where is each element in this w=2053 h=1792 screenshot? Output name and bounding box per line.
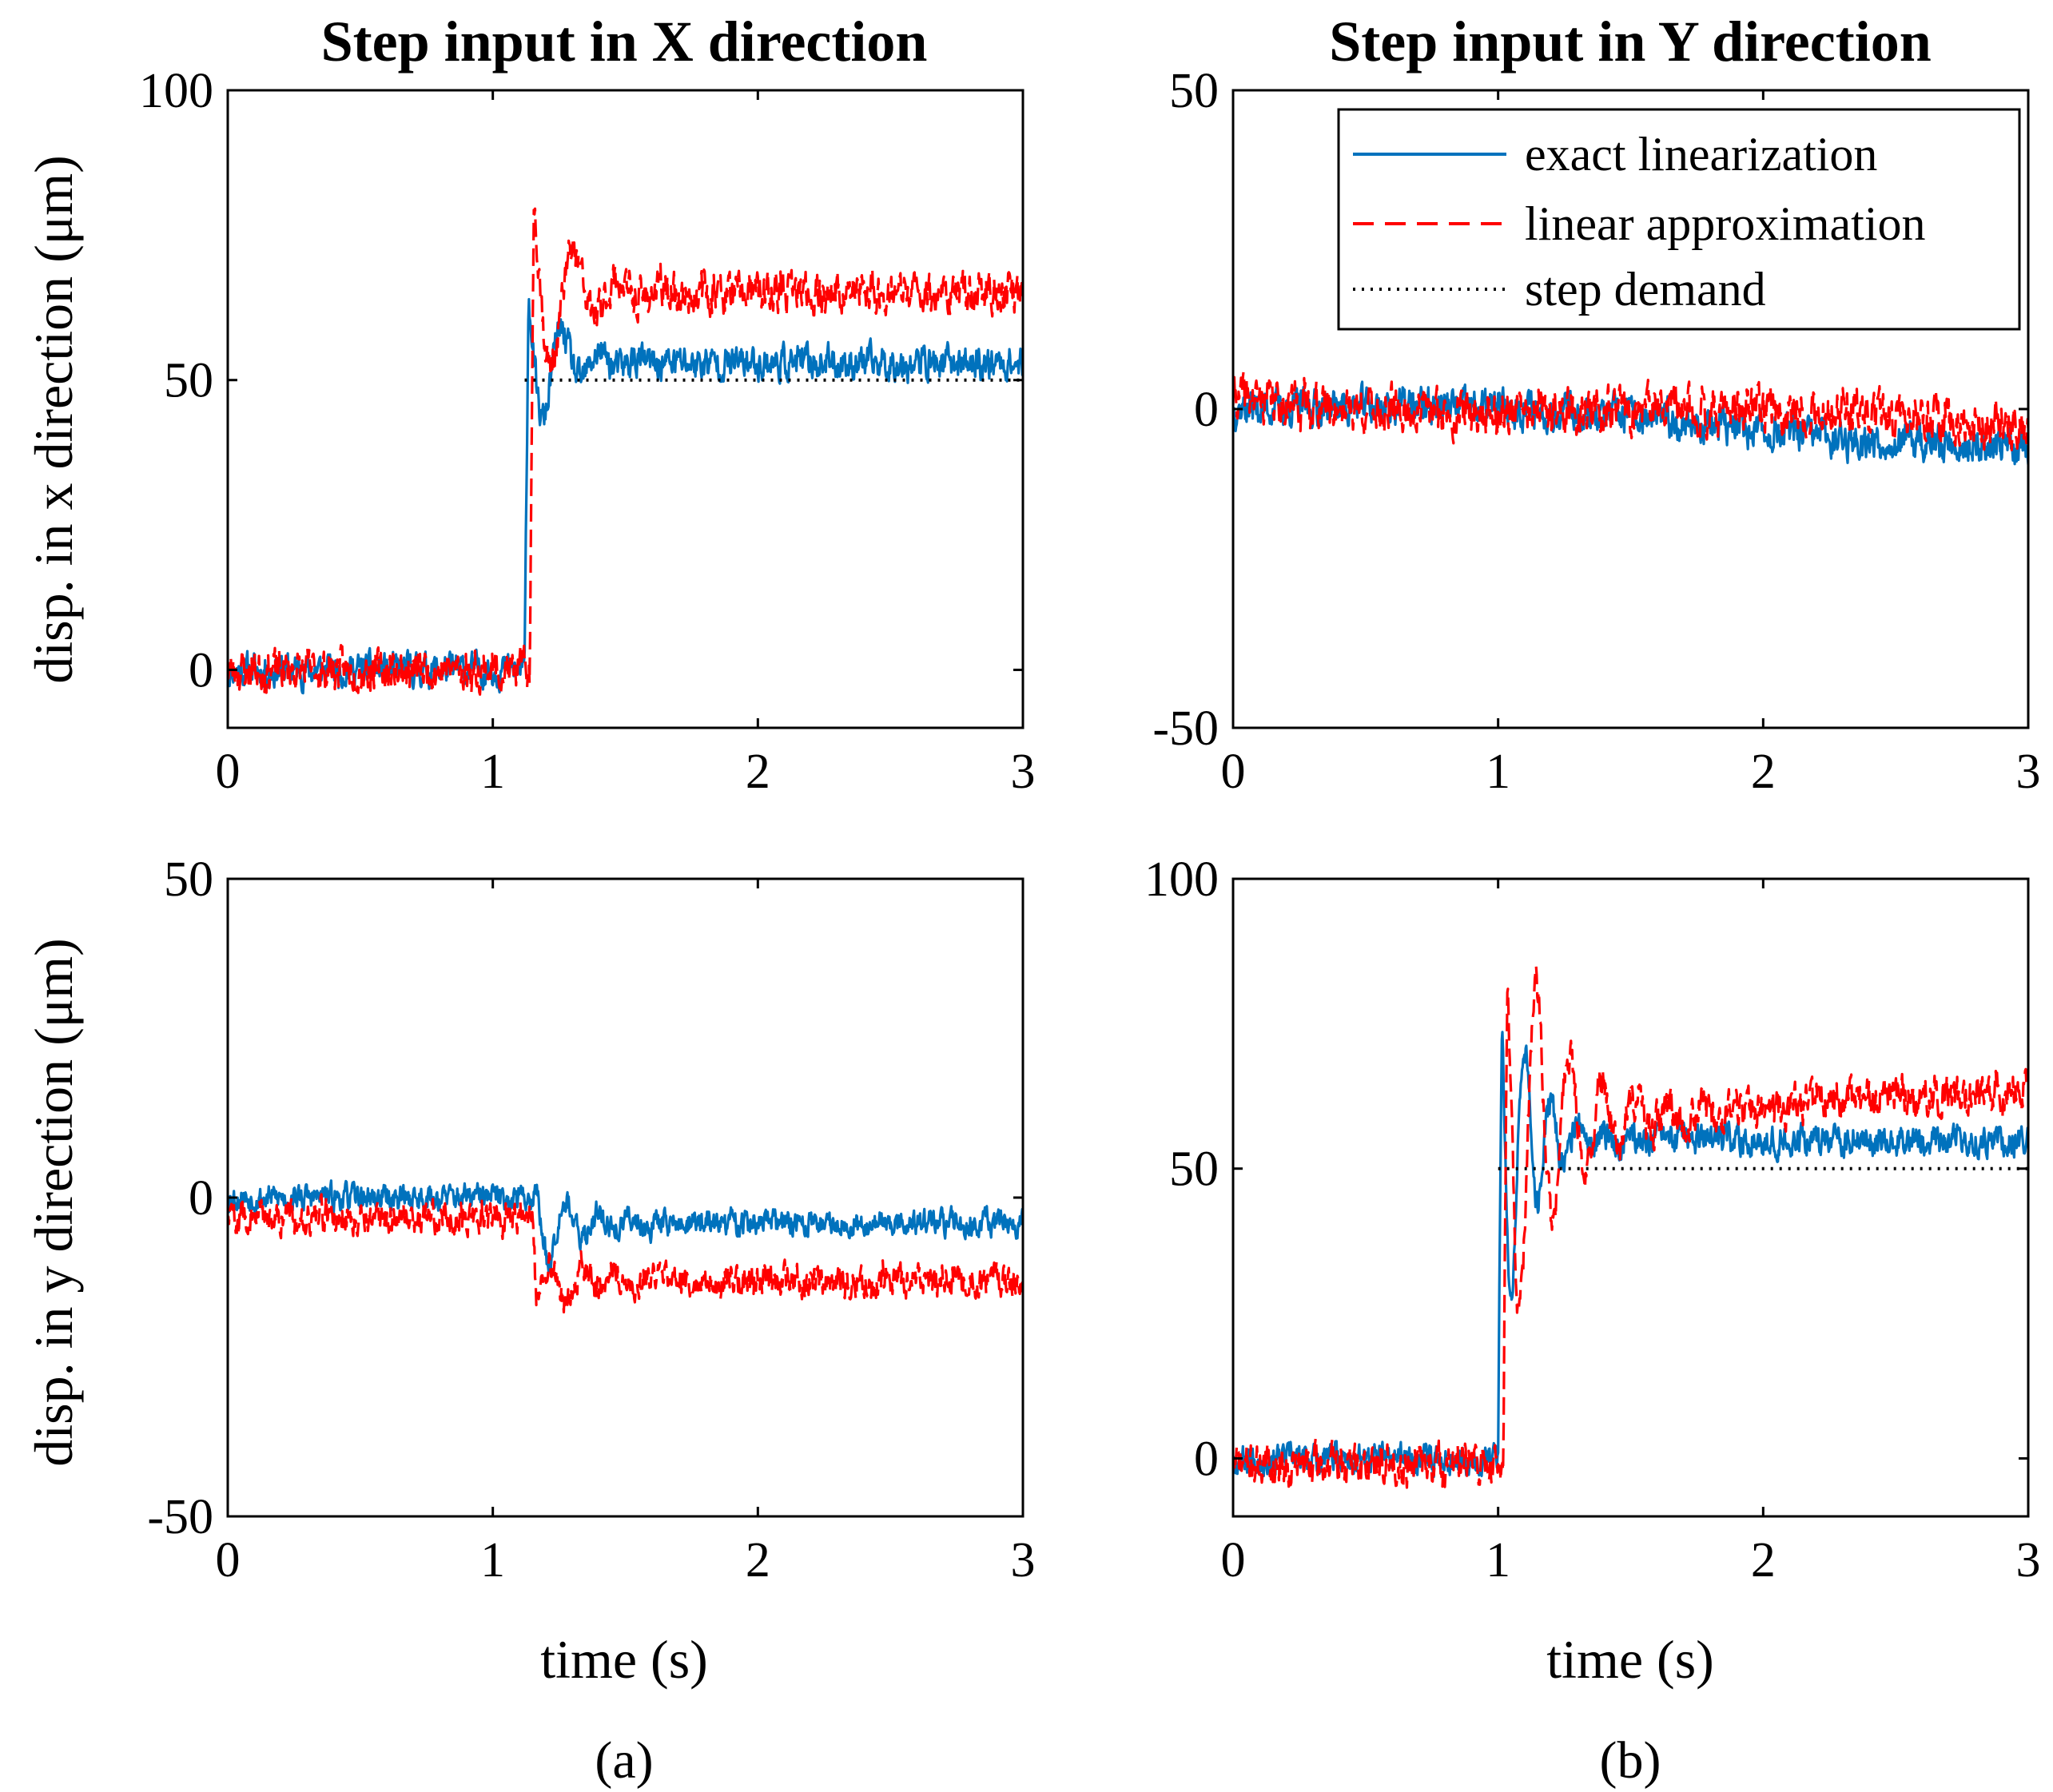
axes-frame-a_top <box>226 89 1025 729</box>
caption-b: (b) <box>1600 1731 1661 1790</box>
panel-b-bottom-xlabel: time (s) <box>1546 1629 1714 1690</box>
x-tick-label-b_top-0: 0 <box>1221 745 1246 799</box>
y-tick-label-a_bottom-1: 0 <box>189 1171 213 1226</box>
panel-b-bottom: 0 1 2 3 0 50 100 time (s) <box>1144 852 2041 1690</box>
y-tick-label-b_top-2: 50 <box>1169 64 1219 118</box>
x-tick-label-b_top-3: 3 <box>2016 745 2041 799</box>
x-tick-label-a_bottom-2: 2 <box>746 1533 770 1587</box>
y-tick-label-a_top-1: 50 <box>164 354 213 408</box>
series-linear-approximation-a_bottom <box>228 1193 1023 1313</box>
series-exact-linearization-b_top <box>1233 380 2028 466</box>
x-tick-label-a_top-1: 1 <box>480 745 505 799</box>
panel-a-top-ylabel: disp. in x direction (μm) <box>23 155 84 684</box>
x-tick-label-b_top-1: 1 <box>1486 745 1510 799</box>
x-tick-label-b_bottom-2: 2 <box>1751 1533 1776 1587</box>
x-tick-label-a_top-3: 3 <box>1011 745 1036 799</box>
panel-a-title: Step input in X direction <box>321 10 928 74</box>
panel-b-title: Step input in Y direction <box>1329 10 1931 74</box>
caption-a: (a) <box>595 1731 653 1790</box>
x-tick-label-a_bottom-0: 0 <box>216 1533 241 1587</box>
x-tick-label-b_bottom-0: 0 <box>1221 1533 1246 1587</box>
panel-a-top: Step input in X direction disp. in x dir… <box>23 10 1036 799</box>
y-tick-label-a_top-0: 0 <box>189 643 213 697</box>
y-tick-label-b_bottom-0: 0 <box>1194 1432 1219 1486</box>
y-tick-label-b_top-0: -50 <box>1152 701 1219 756</box>
x-tick-label-a_top-0: 0 <box>216 745 241 799</box>
y-tick-label-b_top-1: 0 <box>1194 383 1219 437</box>
x-tick-label-b_bottom-1: 1 <box>1486 1533 1510 1587</box>
plot-area-b-bottom: 0 1 2 3 0 50 100 <box>1144 852 2041 1587</box>
series-exact-linearization-b_bottom <box>1233 1031 2028 1479</box>
x-tick-label-a_bottom-1: 1 <box>480 1533 505 1587</box>
x-tick-label-b_bottom-3: 3 <box>2016 1533 2041 1587</box>
y-tick-label-a_bottom-2: 50 <box>164 852 213 907</box>
series-linear-approximation-a_top <box>228 207 1023 697</box>
x-tick-label-a_top-2: 2 <box>746 745 770 799</box>
y-tick-label-b_bottom-1: 50 <box>1169 1142 1219 1197</box>
axes-frame-b_bottom <box>1231 877 2030 1518</box>
series-linear-approximation-b_bottom <box>1233 964 2028 1489</box>
x-tick-label-b_top-2: 2 <box>1751 745 1776 799</box>
panel-a-bottom-xlabel: time (s) <box>540 1629 708 1690</box>
y-tick-label-a_top-2: 100 <box>139 64 213 118</box>
x-tick-label-a_bottom-3: 3 <box>1011 1533 1036 1587</box>
plot-area-a-top: 0 1 2 3 0 50 100 <box>139 64 1036 799</box>
legend: exact linearization linear approximation… <box>1337 108 2021 331</box>
legend-label-exact: exact linearization <box>1525 128 1877 181</box>
legend-label-linear: linear approximation <box>1525 197 1926 250</box>
legend-label-step: step demand <box>1525 263 1766 316</box>
panel-a-bottom-ylabel: disp. in y direction (μm) <box>23 938 84 1467</box>
y-tick-label-b_bottom-2: 100 <box>1144 852 1219 907</box>
series-linear-approximation-b_top <box>1233 370 2028 451</box>
series-exact-linearization-a_bottom <box>228 1179 1023 1273</box>
y-tick-label-a_bottom-0: -50 <box>147 1490 213 1544</box>
series-exact-linearization-a_top <box>228 298 1023 695</box>
legend-box <box>1337 108 2021 331</box>
